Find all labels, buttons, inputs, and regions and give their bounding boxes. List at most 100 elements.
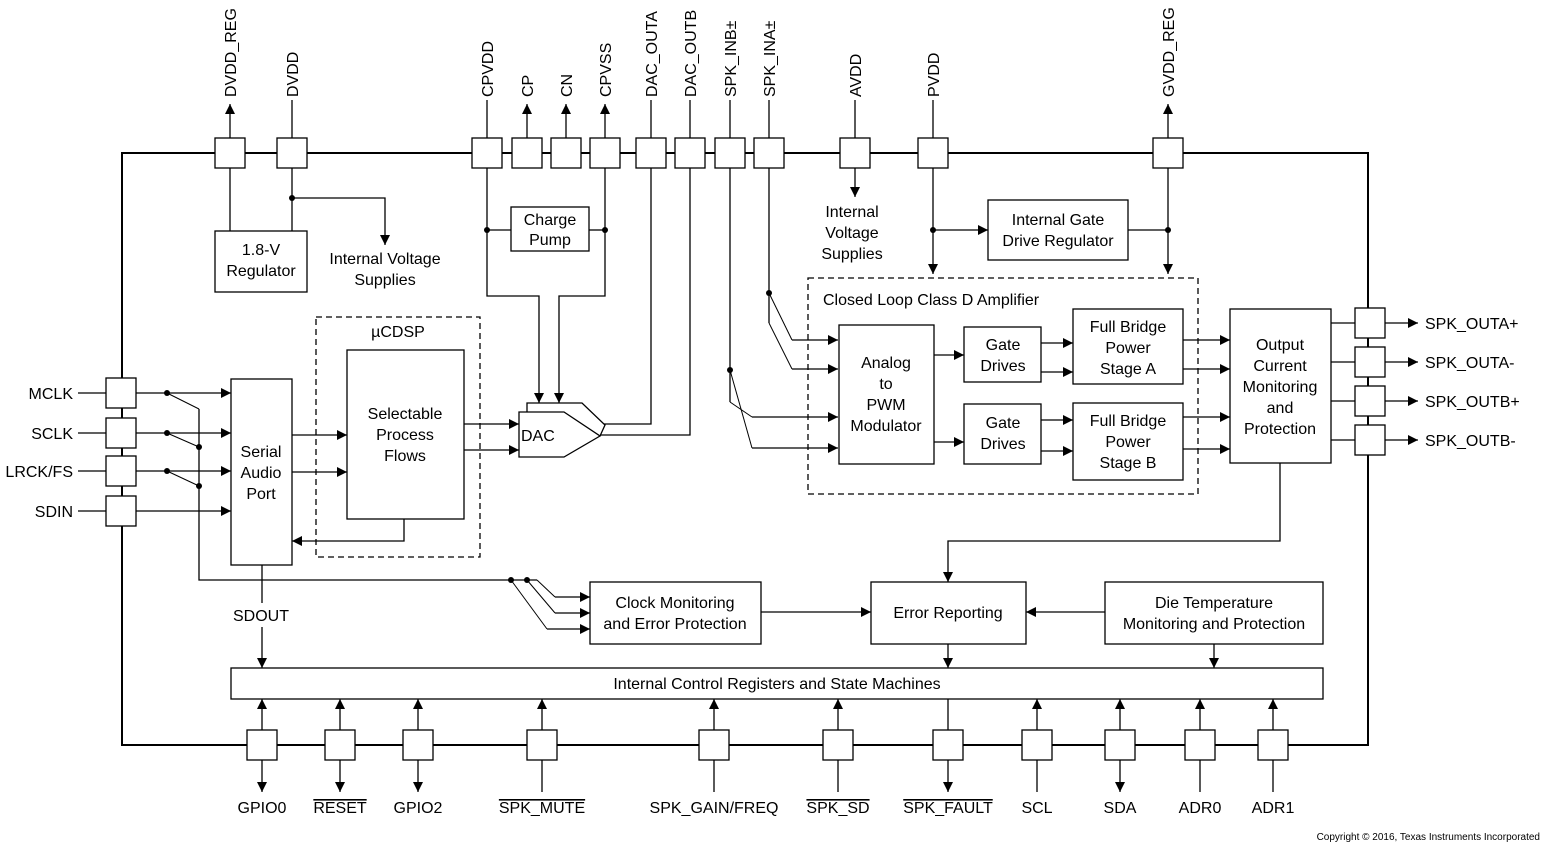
pin-gpio2-pad [402,729,434,761]
junction-dots [164,195,1171,583]
pin-spk-outa-label: SPK_OUTA+ [1425,316,1519,333]
pin-cp: CP [511,75,543,169]
pin-avdd-pad [839,137,871,169]
pin-cn: CN [550,74,582,169]
svg-text:Current: Current [1253,358,1307,375]
pin-cn-pad [550,137,582,169]
pin-spk-gain-freq-pad [698,729,730,761]
pin-dac-outa-pad [635,137,667,169]
error-reporting-block: Error Reporting [870,581,1027,645]
pin-cpvdd: CPVDD [471,41,503,169]
wiring [136,168,1355,668]
pin-gpio0: GPIO0 [238,699,287,817]
pin-lrck-fs-label: LRCK/FS [5,464,73,481]
pin-spk-outb: SPK_OUTB+ [1354,385,1520,417]
svg-text:Internal Gate: Internal Gate [1012,212,1105,229]
pin-cp-label: CP [520,75,537,97]
output-monitoring-block: Output Current Monitoring and Protection [1229,308,1332,464]
pin-lrck-fs-pad [105,455,137,487]
pin-sdin-pad [105,495,137,527]
pin-gvdd-reg-label: GVDD_REG [1161,7,1178,97]
pin-adr0-pad [1184,729,1216,761]
pin-sda: SDA [1104,699,1137,817]
svg-text:1.8-V: 1.8-V [242,242,281,259]
pin-spk-fault: SPK_FAULT [903,699,993,817]
svg-text:Drives: Drives [980,358,1025,375]
pin-cpvss-pad [589,137,621,169]
svg-text:Stage A: Stage A [1100,361,1156,378]
svg-text:Internal Control Registers and: Internal Control Registers and State Mac… [613,676,940,693]
pin-spk-mute-pad [526,729,558,761]
pin-scl-pad [1021,729,1053,761]
regulator-block: 1.8-V Regulator [214,230,308,293]
pin-spk-ina: SPK_INA± [753,20,785,169]
svg-text:Drives: Drives [980,436,1025,453]
pin-spk-mute: SPK_MUTE [499,699,585,817]
pin-sclk: SCLK [31,417,137,449]
pin-avdd-label: AVDD [848,54,865,97]
svg-text:Voltage: Voltage [825,225,878,242]
pin-cn-label: CN [559,74,576,97]
pin-gpio0-label: GPIO0 [238,800,287,817]
svg-text:Clock Monitoring: Clock Monitoring [615,595,734,612]
svg-text:and: and [1267,400,1294,417]
pin-spk-sd-label: SPK_SD [806,800,869,817]
pin-adr1-label: ADR1 [1252,800,1295,817]
pin-sda-label: SDA [1104,800,1137,817]
svg-text:Process: Process [376,427,434,444]
pins: DVDD_REG DVDD CPVDD CP CN CPVSS DAC_OUTA DAC_OU… [5,7,1519,817]
charge-pump-block: Charge Pump [510,206,590,252]
pin-spk-sd: SPK_SD [806,699,870,817]
svg-text:DAC: DAC [521,428,555,445]
pin-spk-outb-pad [1354,385,1386,417]
svg-text:Regulator: Regulator [226,263,296,280]
svg-text:Modulator: Modulator [850,418,922,435]
pin-sda-pad [1104,729,1136,761]
pin-adr1: ADR1 [1252,699,1295,817]
internal-supplies-label: Internal Voltage Supplies [329,251,440,289]
svg-text:Port: Port [246,486,276,503]
gate-drive-regulator-block: Internal Gate Drive Regulator [987,199,1129,261]
pin-spk-outb-label: SPK_OUTB- [1425,433,1516,450]
pin-reset: RESET [313,699,367,817]
pin-spk-fault-pad [932,729,964,761]
pin-spk-sd-pad [822,729,854,761]
svg-text:Audio: Audio [241,465,282,482]
pin-scl: SCL [1021,699,1053,817]
class-d-amplifier-group: Closed Loop Class D Amplifier Analog to … [807,277,1199,495]
svg-text:Supplies: Supplies [821,246,882,263]
svg-text:Power: Power [1105,340,1151,357]
pin-spk-ina-label: SPK_INA± [762,20,779,97]
serial-audio-port-block: Serial Audio Port [230,378,293,566]
pin-spk-outa: SPK_OUTA- [1354,346,1515,378]
pin-gpio2: GPIO2 [394,699,443,817]
svg-text:Monitoring and Protection: Monitoring and Protection [1123,616,1305,633]
pin-dvdd-pad [276,137,308,169]
svg-text:Protection: Protection [1244,421,1316,438]
pin-reset-pad [324,729,356,761]
pin-dac-outa: DAC_OUTA [635,11,667,169]
pin-mclk: MCLK [29,377,137,409]
svg-text:µCDSP: µCDSP [371,324,425,341]
pin-scl-label: SCL [1021,800,1052,817]
pin-sclk-label: SCLK [31,426,73,443]
svg-text:to: to [879,376,892,393]
die-temperature-block: Die Temperature Monitoring and Protectio… [1104,581,1324,645]
pin-gpio2-label: GPIO2 [394,800,443,817]
ucdsp-block: µCDSP Selectable Process Flows [315,316,481,558]
pin-dac-outb-label: DAC_OUTB [683,10,700,97]
dac-block: DAC [518,402,606,458]
pin-mclk-pad [105,377,137,409]
copyright: Copyright © 2016, Texas Instruments Inco… [1317,832,1540,843]
svg-text:Full Bridge: Full Bridge [1090,413,1167,430]
pin-spk-gain-freq-label: SPK_GAIN/FREQ [650,800,779,817]
pin-dac-outb-pad [674,137,706,169]
pin-spk-fault-label: SPK_FAULT [903,800,993,817]
svg-text:Die Temperature: Die Temperature [1155,595,1273,612]
pin-gvdd-reg: GVDD_REG [1152,7,1184,169]
svg-text:Error Reporting: Error Reporting [893,605,1002,622]
svg-text:Analog: Analog [861,355,911,372]
pin-cpvdd-pad [471,137,503,169]
pin-adr0-label: ADR0 [1179,800,1222,817]
